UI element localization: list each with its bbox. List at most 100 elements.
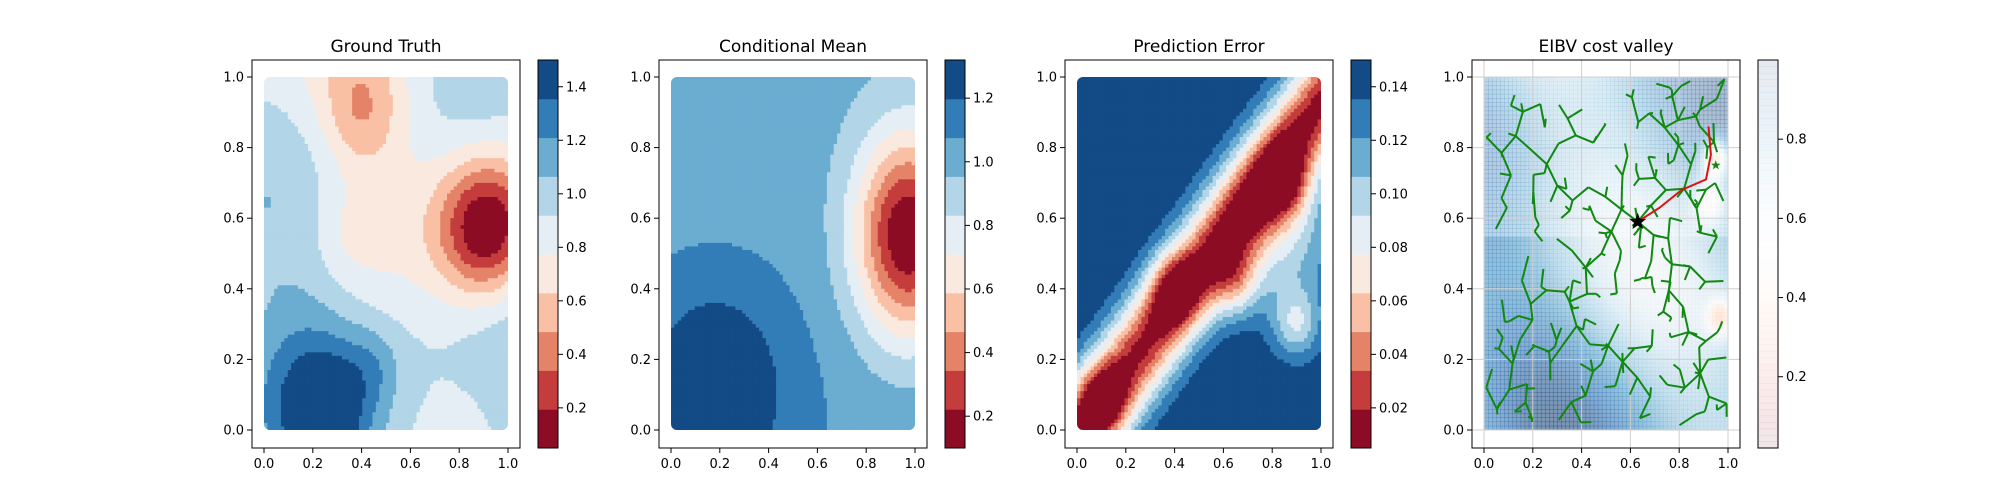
heat-cell xyxy=(331,101,336,106)
heat-cell xyxy=(399,172,404,177)
heat-cell xyxy=(470,151,475,156)
heat-cell xyxy=(409,211,414,216)
heat-cell xyxy=(396,221,401,226)
heat-cell xyxy=(369,246,374,251)
heat-cell xyxy=(460,189,465,195)
heat-cell xyxy=(335,108,340,113)
heat-cell xyxy=(419,115,424,120)
heat-cell xyxy=(491,179,496,184)
heat-cell xyxy=(284,98,289,103)
heat-cell xyxy=(284,320,289,325)
heat-cell xyxy=(470,105,475,110)
heat-cell xyxy=(328,115,333,120)
heat-cell xyxy=(352,140,357,145)
heat-cell xyxy=(504,129,508,135)
heat-cell xyxy=(497,126,502,131)
heat-cell xyxy=(308,246,313,251)
heat-cell xyxy=(331,133,336,138)
heat-cell xyxy=(274,200,279,205)
heat-cell xyxy=(294,302,299,308)
heat-cell xyxy=(450,186,455,191)
heat-cell xyxy=(369,306,374,311)
heat-cell xyxy=(487,80,492,85)
heat-cell xyxy=(406,175,411,180)
heat-cell xyxy=(491,108,496,113)
heat-cell xyxy=(379,91,384,96)
heat-cell xyxy=(352,200,357,205)
heat-cell xyxy=(308,115,313,120)
heat-cell xyxy=(430,189,435,195)
heat-cell xyxy=(430,207,435,212)
heat-cell xyxy=(419,228,424,233)
heat-cell xyxy=(355,288,360,293)
heat-cell xyxy=(270,207,275,212)
heat-cell xyxy=(396,309,401,315)
heat-cell xyxy=(280,239,285,244)
heat-cell xyxy=(325,207,329,212)
heat-cell xyxy=(440,306,445,311)
heat-cell xyxy=(372,175,377,180)
heat-cell xyxy=(338,299,343,304)
heat-cell xyxy=(287,309,292,315)
heat-cell xyxy=(389,108,394,113)
heat-cell xyxy=(389,122,394,128)
heat-cell xyxy=(396,207,401,212)
heat-cell xyxy=(280,161,285,166)
heat-cell xyxy=(409,129,414,135)
heat-cell xyxy=(267,115,272,120)
heat-cell xyxy=(287,313,292,318)
heat-cell xyxy=(402,77,407,82)
heat-cell xyxy=(440,165,445,170)
heat-cell xyxy=(345,147,350,152)
heat-cell xyxy=(328,288,333,293)
heat-cell xyxy=(267,154,272,159)
heat-cell xyxy=(399,313,404,318)
heat-cell xyxy=(453,144,458,149)
heat-cell xyxy=(277,137,282,142)
heat-cell xyxy=(406,302,411,308)
heat-cell xyxy=(325,137,329,142)
heat-cell xyxy=(436,271,441,276)
heat-cell xyxy=(477,158,482,163)
heat-cell xyxy=(419,264,424,269)
heat-cell xyxy=(477,292,482,297)
heat-cell xyxy=(294,133,299,138)
heat-cell xyxy=(297,200,302,205)
heat-cell xyxy=(392,228,397,233)
heat-cell xyxy=(467,295,472,300)
heat-cell xyxy=(396,285,401,290)
heat-cell xyxy=(365,302,370,308)
heat-cell xyxy=(392,218,397,223)
heat-cell xyxy=(413,218,418,223)
heat-cell xyxy=(463,221,468,226)
heat-cell xyxy=(335,94,340,99)
heat-cell xyxy=(504,264,508,269)
heat-cell xyxy=(450,292,455,297)
heat-cell xyxy=(467,151,472,156)
heat-cell xyxy=(386,214,390,219)
heat-cell xyxy=(352,172,357,177)
heat-cell xyxy=(341,239,346,244)
heat-cell xyxy=(294,292,299,297)
heat-cell xyxy=(419,221,424,226)
heat-cell xyxy=(419,225,424,230)
heat-cell xyxy=(358,189,363,195)
heat-cell xyxy=(325,140,329,145)
heat-cell xyxy=(402,292,407,297)
heat-cell xyxy=(457,295,462,300)
heat-cell xyxy=(291,84,296,89)
heat-cell xyxy=(392,211,397,216)
heat-cell xyxy=(270,168,275,173)
heat-cell xyxy=(372,87,377,92)
heat-cell xyxy=(463,257,468,262)
heat-cell xyxy=(321,94,326,99)
heat-cell xyxy=(338,175,343,180)
heat-cell xyxy=(335,302,340,308)
heat-cell xyxy=(301,288,306,293)
heat-cell xyxy=(341,299,346,304)
heat-cell xyxy=(450,105,455,110)
heat-cell xyxy=(301,292,306,297)
heat-cell xyxy=(325,151,329,156)
heat-cell xyxy=(284,105,289,110)
heat-cell xyxy=(280,317,285,322)
